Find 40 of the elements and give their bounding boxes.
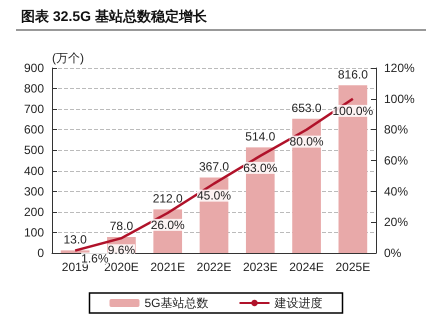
data-label: 367.0 bbox=[198, 160, 230, 174]
y-tick-label: 300 bbox=[24, 184, 44, 198]
data-label: 1.6% bbox=[81, 252, 109, 266]
x-tick-label: 2024E bbox=[289, 260, 324, 274]
y-tick-label: 400 bbox=[24, 164, 44, 178]
data-label: 13.0 bbox=[63, 232, 88, 246]
x-tick-label: 2022E bbox=[196, 260, 232, 274]
y-tick-label: 200 bbox=[24, 204, 44, 219]
y2-tick-label: 20% bbox=[384, 215, 408, 230]
data-label: 514.0 bbox=[245, 129, 276, 144]
y-tick-label: 900 bbox=[24, 61, 44, 75]
chart-title: 图表 32.5G 基站总数稳定增长 bbox=[21, 8, 208, 24]
x-tick-label: 2025E bbox=[336, 260, 370, 274]
legend-label: 建设进度 bbox=[274, 296, 323, 310]
y2-tick-label: 0% bbox=[384, 246, 402, 260]
data-label: 100.0% bbox=[332, 104, 374, 118]
legend-label: 5G基站总数 bbox=[144, 296, 209, 310]
data-label: 63.0% bbox=[243, 160, 278, 175]
data-label: 45.0% bbox=[196, 188, 232, 203]
y-axis-title: (万个) bbox=[52, 51, 84, 65]
data-label: 653.0 bbox=[292, 100, 322, 115]
y-tick-label: 700 bbox=[24, 102, 44, 116]
y2-tick-label: 100% bbox=[384, 92, 416, 106]
x-tick-label: 2021E bbox=[150, 260, 186, 274]
y-tick-label: 500 bbox=[24, 143, 44, 158]
x-tick-label: 2023E bbox=[242, 260, 278, 274]
data-label: 212.0 bbox=[152, 191, 184, 206]
y2-tick-label: 60% bbox=[384, 154, 408, 168]
data-label: 816.0 bbox=[338, 67, 368, 82]
data-label: 9.6% bbox=[108, 243, 136, 258]
y-tick-label: 600 bbox=[24, 122, 44, 137]
y2-tick-label: 120% bbox=[384, 61, 416, 75]
y-tick-label: 0 bbox=[37, 246, 44, 260]
y2-tick-label: 80% bbox=[384, 122, 408, 137]
data-label: 26.0% bbox=[150, 218, 186, 232]
data-label: 80.0% bbox=[290, 134, 324, 149]
y2-tick-label: 40% bbox=[384, 184, 408, 198]
y-tick-label: 100 bbox=[24, 225, 44, 240]
y-tick-label: 800 bbox=[24, 82, 44, 96]
data-label: 78.0 bbox=[110, 218, 134, 233]
